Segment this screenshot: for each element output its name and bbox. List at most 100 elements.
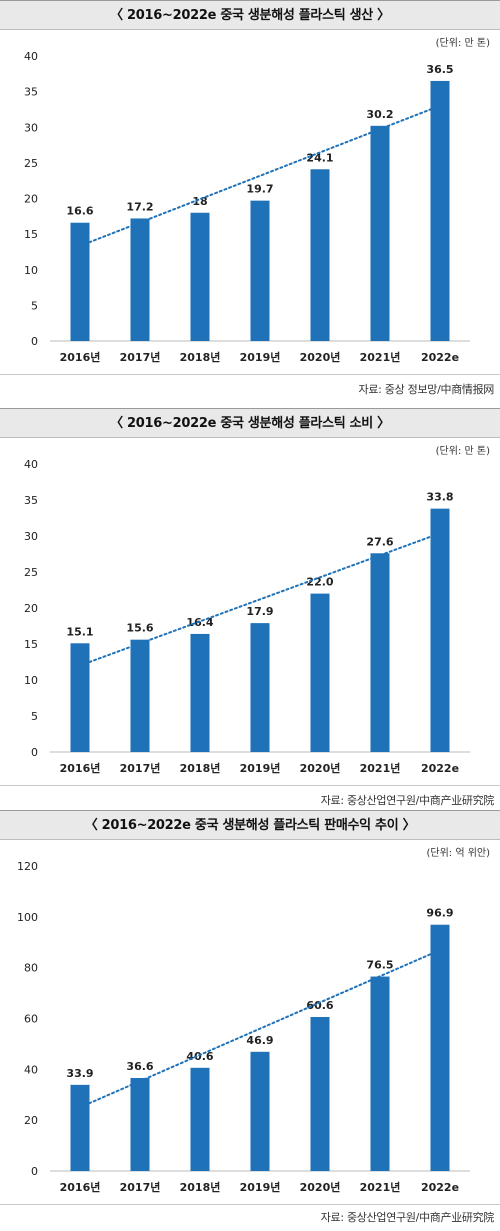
y-tick-label: 60: [24, 1013, 38, 1026]
data-label: 46.9: [246, 1034, 273, 1047]
x-tick-label: 2021년: [360, 1180, 401, 1194]
chart-title: 〈 2016~2022e 중국 생분해성 플라스틱 판매수익 추이 〉: [0, 810, 500, 840]
chart-title: 〈 2016~2022e 중국 생분해성 플라스틱 소비 〉: [0, 408, 500, 438]
data-label: 40.6: [186, 1050, 213, 1063]
y-tick-label: 25: [24, 157, 38, 170]
y-tick-label: 35: [24, 494, 38, 507]
chart-panel-production: 〈 2016~2022e 중국 생분해성 플라스틱 생산 〉 (단위: 만 톤)…: [0, 0, 500, 413]
data-label: 60.6: [306, 999, 333, 1012]
y-tick-label: 35: [24, 86, 38, 99]
data-label: 33.8: [426, 491, 453, 504]
data-label: 16.6: [66, 205, 93, 218]
trend-line: [79, 104, 441, 247]
data-label: 17.2: [126, 200, 153, 213]
y-tick-label: 120: [17, 860, 38, 873]
y-tick-label: 10: [24, 674, 38, 687]
x-tick-label: 2017년: [120, 761, 161, 775]
x-tick-label: 2020년: [300, 350, 341, 364]
y-tick-label: 5: [31, 710, 38, 723]
chart-area: (단위: 만 톤) 0 5 10 15 20 25 30 35 40 15.1 2016년 15.6 20…: [0, 438, 500, 786]
bar: [130, 1077, 150, 1171]
bar: [190, 1067, 210, 1171]
bar: [250, 1051, 270, 1171]
x-tick-label: 2018년: [180, 350, 221, 364]
y-tick-label: 40: [24, 50, 38, 63]
x-tick-label: 2021년: [360, 761, 401, 775]
bar: [430, 924, 450, 1171]
y-tick-label: 80: [24, 962, 38, 975]
data-label: 36.5: [426, 63, 453, 76]
x-tick-label: 2019년: [240, 350, 281, 364]
bar: [250, 623, 270, 752]
data-label: 76.5: [366, 959, 393, 972]
data-label: 30.2: [366, 108, 393, 121]
y-tick-label: 20: [24, 193, 38, 206]
data-label: 36.6: [126, 1060, 153, 1073]
chart-area: (단위: 만 톤) 0 5 10 15 20 25 30 35 40 16.6 2016년 17.2 20…: [0, 30, 500, 375]
data-label: 17.9: [246, 605, 273, 618]
bar: [70, 643, 90, 752]
trend-line: [79, 532, 441, 667]
bar: [130, 218, 150, 341]
y-tick-label: 100: [17, 911, 38, 924]
data-label: 33.9: [66, 1067, 93, 1080]
bar: [70, 222, 90, 341]
y-tick-label: 5: [31, 299, 38, 312]
bar: [370, 976, 390, 1171]
x-tick-label: 2022e: [421, 762, 459, 775]
data-label: 27.6: [366, 535, 393, 548]
bar: [430, 80, 450, 341]
bar: [190, 212, 210, 341]
chart-area: (단위: 억 위안) 0 20 40 60 80 100 120 33.9 2016년 36.6 20…: [0, 840, 500, 1205]
bar: [370, 125, 390, 341]
y-tick-label: 15: [24, 228, 38, 241]
unit-label: (단위: 억 위안): [426, 846, 490, 859]
y-tick-label: 40: [24, 458, 38, 471]
bar: [190, 633, 210, 752]
x-tick-label: 2016년: [60, 1180, 101, 1194]
bar: [70, 1084, 90, 1171]
x-tick-label: 2021년: [360, 350, 401, 364]
x-tick-label: 2016년: [60, 761, 101, 775]
y-tick-label: 10: [24, 264, 38, 277]
x-tick-label: 2017년: [120, 1180, 161, 1194]
data-label: 96.9: [426, 907, 453, 920]
source-note: 자료: 중상 정보망/中商情报网: [358, 383, 495, 396]
y-tick-label: 30: [24, 530, 38, 543]
y-tick-label: 30: [24, 121, 38, 134]
x-tick-label: 2019년: [240, 1180, 281, 1194]
x-tick-label: 2020년: [300, 761, 341, 775]
bar-chart-revenue: (단위: 억 위안) 0 20 40 60 80 100 120 33.9 2016년 36.6 20…: [17, 846, 490, 1194]
x-tick-label: 2020년: [300, 1180, 341, 1194]
unit-label: (단위: 만 톤): [436, 36, 490, 49]
data-label: 15.1: [66, 625, 93, 638]
x-tick-label: 2022e: [421, 1181, 459, 1194]
y-tick-label: 20: [24, 602, 38, 615]
x-tick-label: 2018년: [180, 1180, 221, 1194]
source-note: 자료: 중상산업연구원/中商产业研究院: [320, 1211, 495, 1224]
bar: [370, 553, 390, 752]
bar: [130, 639, 150, 752]
x-tick-label: 2019년: [240, 761, 281, 775]
trend-line: [79, 949, 441, 1109]
y-tick-label: 15: [24, 638, 38, 651]
y-tick-label: 0: [31, 746, 38, 759]
data-label: 16.4: [186, 616, 213, 629]
y-tick-label: 20: [24, 1114, 38, 1127]
unit-label: (단위: 만 톤): [436, 444, 490, 457]
bar: [310, 169, 330, 341]
y-tick-label: 25: [24, 566, 38, 579]
data-label: 15.6: [126, 622, 153, 635]
x-tick-label: 2017년: [120, 350, 161, 364]
bar: [310, 1016, 330, 1171]
y-tick-label: 40: [24, 1063, 38, 1076]
y-tick-label: 0: [31, 335, 38, 348]
bar-chart-consumption: (단위: 만 톤) 0 5 10 15 20 25 30 35 40 15.1 2016년 15.6 20…: [24, 444, 490, 775]
source-note: 자료: 중상산업연구원/中商产业研究院: [320, 794, 495, 807]
x-tick-label: 2016년: [60, 350, 101, 364]
y-tick-label: 0: [31, 1165, 38, 1178]
data-label: 22.0: [306, 576, 333, 589]
x-tick-label: 2018년: [180, 761, 221, 775]
x-tick-label: 2022e: [421, 351, 459, 364]
bar: [430, 508, 450, 752]
